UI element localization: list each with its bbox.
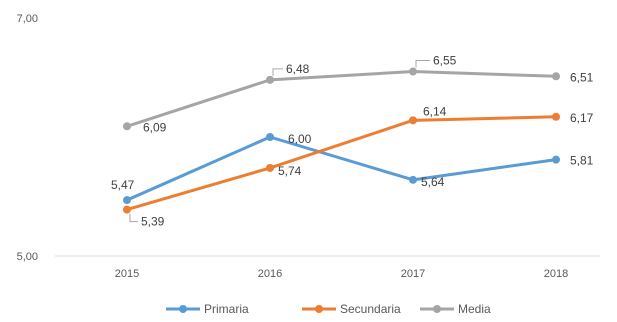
data-label-secundaria: 6,17 bbox=[570, 111, 594, 125]
data-point-primaria bbox=[266, 133, 274, 141]
data-label-secundaria: 6,14 bbox=[423, 104, 447, 118]
data-point-primaria bbox=[123, 196, 131, 205]
legend-label-media: Media bbox=[458, 302, 491, 316]
x-tick-label: 2016 bbox=[258, 268, 282, 280]
label-leader-lines bbox=[129, 60, 430, 223]
data-point-secundaria bbox=[266, 163, 274, 172]
data-point-media bbox=[552, 72, 560, 81]
legend-marker-secundaria bbox=[315, 305, 323, 313]
data-label-secundaria: 5,74 bbox=[278, 164, 302, 178]
data-label-media: 6,55 bbox=[433, 54, 457, 68]
data-label-primaria: 5,81 bbox=[570, 154, 594, 168]
series-group bbox=[123, 67, 560, 214]
series-line-media bbox=[125, 70, 558, 128]
data-labels: 5,47 6,00 5,64 5,81 5,39 5,74 6,14 6,17 6,09 6,48… bbox=[111, 54, 594, 229]
data-label-media: 6,09 bbox=[143, 120, 167, 134]
legend: Primaria Secundaria Media bbox=[166, 302, 491, 316]
data-label-media: 6,51 bbox=[570, 70, 594, 84]
leader-line bbox=[415, 60, 430, 68]
data-point-media bbox=[123, 122, 131, 131]
series-line-primaria bbox=[125, 135, 558, 202]
y-tick-label: 5,00 bbox=[17, 251, 38, 263]
data-point-secundaria bbox=[409, 116, 417, 125]
x-tick-label: 2017 bbox=[401, 268, 425, 280]
data-point-primaria bbox=[552, 155, 560, 164]
series-line-secundaria bbox=[125, 115, 558, 212]
y-tick-label: 7,00 bbox=[17, 13, 38, 25]
x-tick-label: 2015 bbox=[115, 268, 139, 280]
data-label-primaria: 5,64 bbox=[421, 175, 445, 189]
data-label-primaria: 6,00 bbox=[288, 132, 312, 146]
data-point-media bbox=[266, 75, 274, 84]
data-label-media: 6,48 bbox=[286, 62, 310, 76]
x-tick-label: 2018 bbox=[544, 268, 568, 280]
leader-line bbox=[272, 68, 283, 76]
data-point-primaria bbox=[409, 175, 417, 184]
legend-marker-media bbox=[433, 305, 441, 313]
leader-line bbox=[129, 213, 138, 223]
data-label-primaria: 5,47 bbox=[111, 178, 135, 192]
legend-label-secundaria: Secundaria bbox=[340, 302, 401, 316]
legend-label-primaria: Primaria bbox=[204, 302, 249, 316]
axes: 5,00 7,00 2015 2016 2017 2018 bbox=[17, 13, 600, 280]
data-label-secundaria: 5,39 bbox=[141, 215, 165, 229]
data-point-media bbox=[409, 67, 417, 76]
data-point-secundaria bbox=[123, 205, 131, 214]
legend-marker-primaria bbox=[179, 305, 187, 313]
data-point-secundaria bbox=[552, 112, 560, 121]
